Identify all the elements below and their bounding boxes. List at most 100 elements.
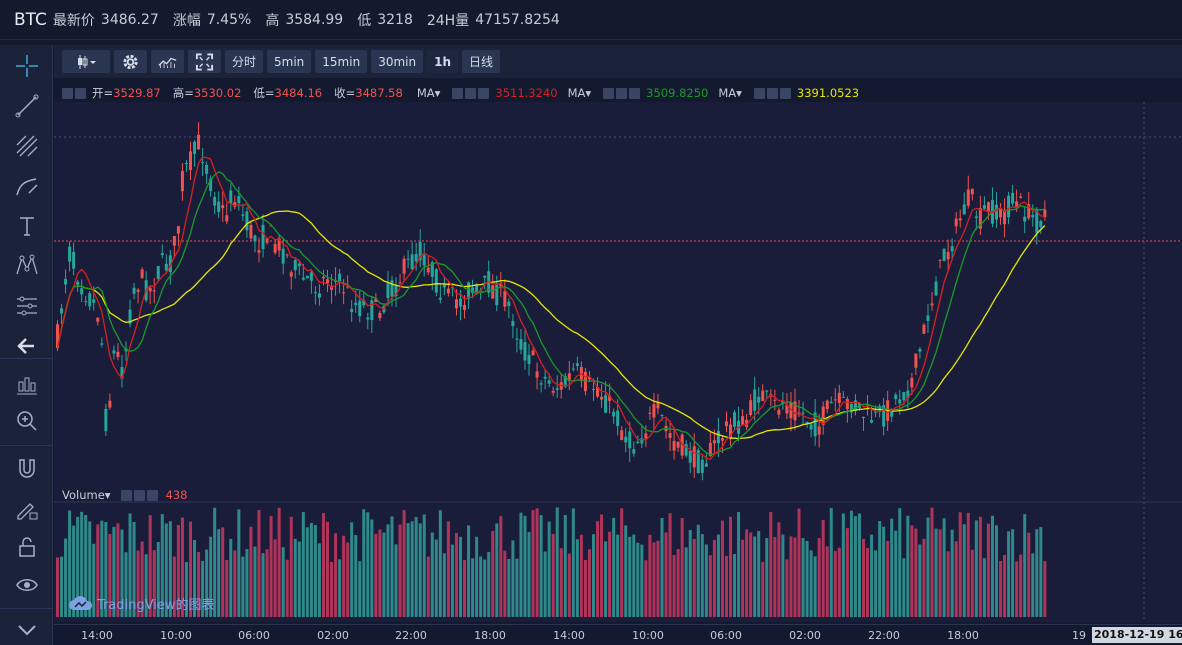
vol-settings-icon[interactable]	[133, 489, 145, 501]
chart-type-button[interactable]	[62, 50, 110, 73]
ma2-hide-icon[interactable]	[603, 87, 615, 99]
volume-bar	[958, 512, 962, 617]
candle-body	[745, 419, 749, 427]
candle-body	[265, 238, 269, 243]
volume-bar	[80, 511, 84, 617]
interval-5min[interactable]: 5min	[267, 50, 312, 73]
volume-bar	[970, 549, 974, 617]
volume-label[interactable]: Volume▾	[62, 488, 111, 502]
vol-close-icon[interactable]	[146, 489, 158, 501]
candle-body	[974, 216, 978, 218]
candle-body	[954, 218, 958, 227]
candle-body	[84, 301, 88, 303]
candle-body	[221, 205, 225, 209]
magnet-icon[interactable]	[0, 451, 53, 487]
ma3-hide-icon[interactable]	[753, 87, 765, 99]
candle-body	[410, 254, 414, 270]
volume-bar	[1039, 527, 1043, 617]
volume-bar	[426, 556, 430, 617]
brush-icon[interactable]	[0, 168, 53, 204]
volume-bar	[878, 521, 882, 617]
ohlc-legend: 开= 3529.87 高= 3530.02 低= 3484.16 收= 3487…	[54, 85, 859, 101]
indicators-button[interactable]	[151, 50, 184, 73]
fullscreen-button[interactable]	[188, 50, 221, 73]
time-axis[interactable]: 14:00 10:00 06:00 02:00 22:00 18:00 14:00 10:00…	[54, 624, 1182, 645]
text-icon[interactable]	[0, 208, 53, 244]
candle-body	[160, 253, 164, 256]
candle-body	[688, 450, 692, 463]
pattern-icon[interactable]	[0, 248, 53, 284]
cloud-icon	[69, 595, 93, 610]
ma1-line	[56, 156, 1045, 461]
volume-bar	[753, 536, 757, 617]
volume-bar	[454, 533, 458, 617]
volume-bar	[966, 512, 970, 617]
candle-body	[253, 235, 257, 242]
candle-body	[136, 289, 140, 292]
open-label: 开=	[92, 86, 114, 100]
volume-bar	[124, 552, 128, 617]
ma3-label[interactable]: MA▾	[718, 86, 742, 100]
interval-30min[interactable]: 30min	[371, 50, 424, 73]
volume-bar	[825, 546, 829, 617]
candle-body	[934, 281, 938, 296]
interval-tick[interactable]: 分时	[225, 50, 264, 73]
crosshair-icon[interactable]	[0, 48, 53, 84]
volume-bar	[479, 556, 483, 617]
back-icon[interactable]	[0, 328, 53, 364]
candle-body	[724, 421, 728, 427]
watermark-text: TradingView的图表	[97, 598, 215, 613]
candle-body	[459, 298, 462, 307]
ma3-close-icon[interactable]	[779, 87, 791, 99]
vol-hide-icon[interactable]	[120, 489, 132, 501]
candle-body	[636, 441, 640, 444]
hide-icon[interactable]	[62, 87, 73, 99]
volume-bar	[781, 534, 785, 617]
ma1-settings-icon[interactable]	[465, 87, 477, 99]
volume-bar	[442, 553, 446, 617]
ma1-label[interactable]: MA▾	[416, 86, 441, 100]
volume-bar	[402, 510, 406, 617]
volume-bar	[1003, 554, 1007, 617]
volume-bar	[894, 530, 898, 617]
interval-1h[interactable]: 1h	[427, 50, 458, 73]
ma2-label[interactable]: MA▾	[567, 86, 592, 100]
ma1-hide-icon[interactable]	[452, 87, 464, 99]
candle-body	[112, 350, 116, 354]
chevron-down-icon[interactable]	[0, 615, 53, 645]
settings-button[interactable]	[114, 50, 147, 73]
measure-icon[interactable]	[0, 288, 53, 324]
volume-bar	[253, 546, 257, 617]
settings-small-icon[interactable]	[75, 87, 86, 99]
volume-bar	[370, 519, 374, 617]
volume-bar	[853, 516, 857, 617]
interval-day[interactable]: 日线	[462, 50, 501, 73]
candle-body	[225, 215, 229, 222]
candle-body	[60, 308, 64, 314]
lock-draw-icon[interactable]	[0, 491, 53, 527]
volume-bar	[378, 529, 382, 617]
candle-body	[454, 299, 458, 309]
candlestick-chart[interactable]	[54, 102, 1182, 622]
bar-icon[interactable]	[0, 367, 53, 403]
volume-bar	[918, 544, 922, 617]
volume-bar	[688, 529, 692, 617]
volume-bar	[410, 521, 414, 617]
fib-icon[interactable]	[0, 128, 53, 164]
interval-15min[interactable]: 15min	[315, 50, 368, 73]
ma3-settings-icon[interactable]	[766, 87, 778, 99]
lock-icon[interactable]	[0, 529, 53, 565]
volume-bar	[716, 534, 720, 617]
zoom-icon[interactable]	[0, 403, 53, 439]
ma2-settings-icon[interactable]	[616, 87, 628, 99]
candle-body	[342, 292, 346, 294]
ma1-close-icon[interactable]	[478, 87, 490, 99]
volume-bar	[197, 551, 201, 617]
candle-body	[970, 188, 974, 195]
eye-icon[interactable]	[0, 567, 53, 603]
ma2-close-icon[interactable]	[629, 87, 641, 99]
trendline-icon[interactable]	[0, 88, 53, 124]
volume-bar	[156, 542, 160, 617]
volume-bar	[209, 536, 213, 617]
watermark[interactable]: TradingView的图表	[68, 594, 215, 613]
